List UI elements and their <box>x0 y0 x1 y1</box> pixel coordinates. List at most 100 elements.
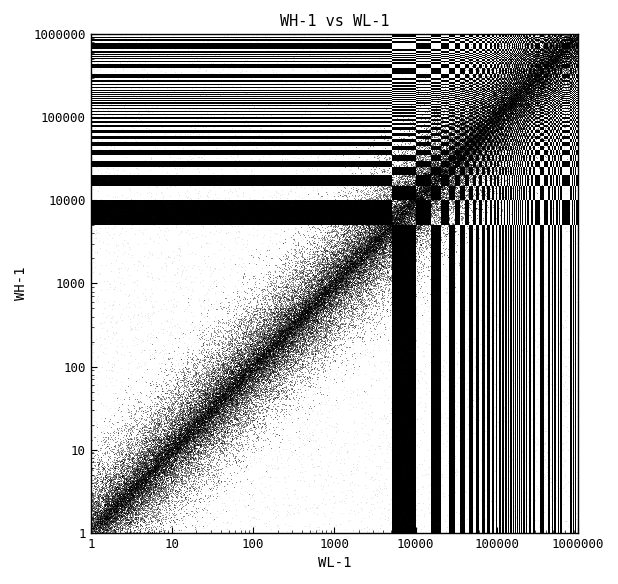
Point <box>413 209 423 218</box>
Point <box>421 148 431 158</box>
Point <box>195 159 205 169</box>
Point <box>503 126 513 135</box>
Point <box>503 74 513 84</box>
Point <box>468 130 478 140</box>
Point <box>150 528 160 537</box>
Point <box>305 352 315 361</box>
Point <box>103 499 112 509</box>
Point <box>216 303 226 312</box>
Point <box>307 299 317 308</box>
Point <box>572 40 582 50</box>
Point <box>468 178 478 187</box>
Point <box>274 303 284 312</box>
Point <box>518 82 528 91</box>
Point <box>145 469 155 478</box>
Point <box>190 423 200 433</box>
Point <box>448 173 458 183</box>
Point <box>573 30 583 39</box>
Point <box>299 286 309 295</box>
Point <box>253 447 263 456</box>
Point <box>402 244 412 253</box>
Point <box>278 323 288 332</box>
Point <box>413 128 423 137</box>
Point <box>305 521 315 530</box>
Point <box>387 151 397 160</box>
Point <box>502 103 512 112</box>
Point <box>362 249 371 258</box>
Point <box>533 75 543 84</box>
Point <box>465 182 475 191</box>
Point <box>173 440 183 449</box>
Point <box>444 164 454 173</box>
Point <box>436 210 446 220</box>
Point <box>303 322 313 332</box>
Point <box>407 211 417 220</box>
Point <box>530 56 540 65</box>
Point <box>346 292 356 301</box>
Point <box>279 287 289 296</box>
Point <box>274 350 284 359</box>
Point <box>573 40 583 49</box>
Point <box>103 528 112 537</box>
Point <box>507 114 517 124</box>
Point <box>483 156 493 165</box>
Point <box>384 102 394 111</box>
Point <box>352 216 362 225</box>
Point <box>512 81 522 91</box>
Point <box>328 279 337 288</box>
Point <box>509 115 519 124</box>
Point <box>358 221 368 230</box>
Point <box>452 100 462 110</box>
Point <box>154 484 164 493</box>
Point <box>525 64 535 73</box>
Point <box>316 317 326 326</box>
Point <box>470 124 480 133</box>
Point <box>504 58 514 67</box>
Point <box>276 361 286 370</box>
Point <box>395 249 405 258</box>
Point <box>169 433 179 443</box>
Point <box>427 185 437 194</box>
Point <box>496 144 506 154</box>
Point <box>219 384 229 393</box>
Point <box>159 69 169 78</box>
Point <box>520 120 530 130</box>
Point <box>385 288 395 298</box>
Point <box>265 333 274 343</box>
Point <box>352 315 362 324</box>
Point <box>198 463 208 472</box>
Point <box>243 353 253 362</box>
Point <box>447 524 457 534</box>
Point <box>551 84 561 93</box>
Point <box>302 327 311 336</box>
Point <box>240 387 250 397</box>
Point <box>511 91 521 100</box>
Point <box>143 463 153 472</box>
Point <box>189 419 199 429</box>
Point <box>423 122 433 131</box>
Point <box>309 296 319 305</box>
Point <box>127 487 137 496</box>
Point <box>87 521 96 530</box>
Point <box>345 271 355 280</box>
Point <box>293 350 303 359</box>
Point <box>282 313 292 322</box>
Point <box>181 418 191 427</box>
Point <box>197 429 207 438</box>
Point <box>492 166 502 176</box>
Point <box>138 416 148 425</box>
Point <box>274 296 284 305</box>
Point <box>405 200 415 210</box>
Point <box>124 484 133 493</box>
Point <box>512 92 522 102</box>
Point <box>420 207 430 217</box>
Point <box>273 336 283 345</box>
Point <box>258 366 268 376</box>
Point <box>426 189 436 198</box>
Point <box>563 93 573 102</box>
Point <box>227 449 237 458</box>
Point <box>257 388 267 397</box>
Point <box>481 123 491 132</box>
Point <box>270 343 280 352</box>
Point <box>421 193 431 203</box>
